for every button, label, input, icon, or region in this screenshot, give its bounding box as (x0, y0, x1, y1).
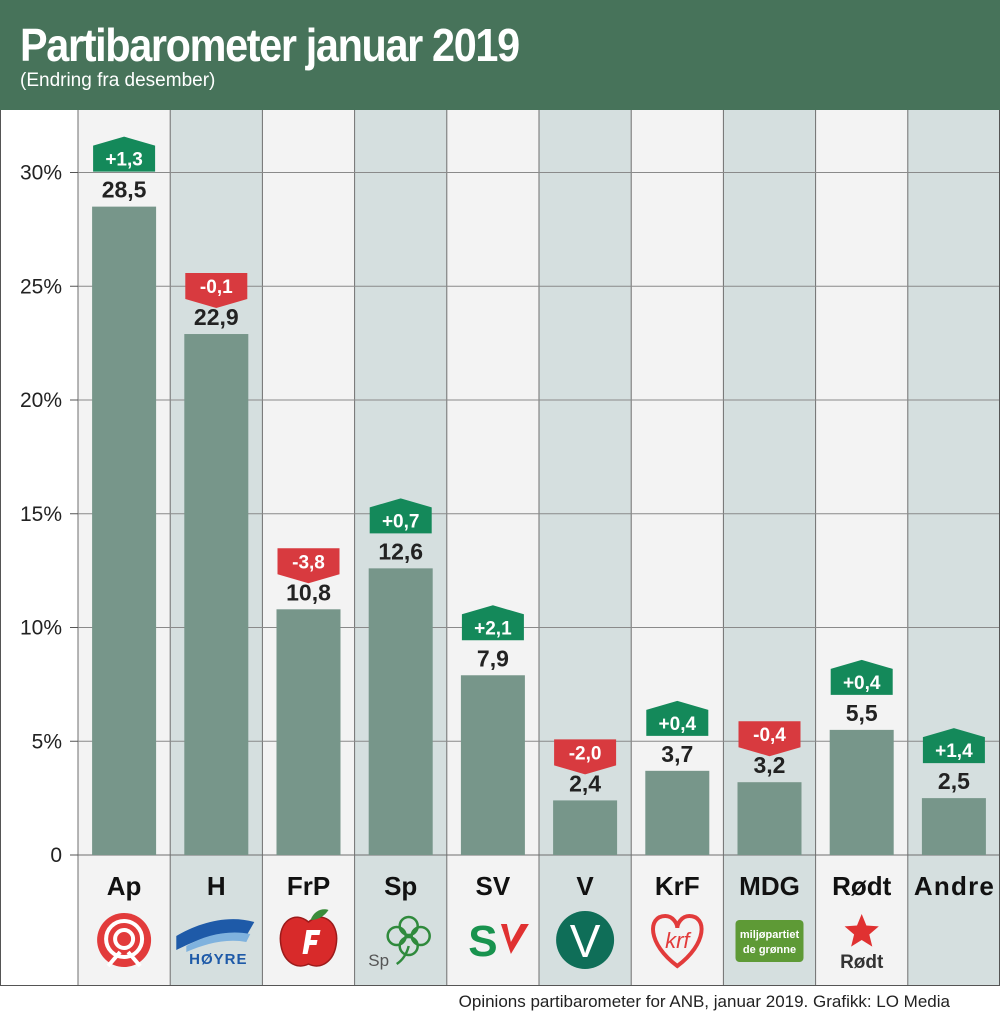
change-badge-Rødt (830, 659, 893, 695)
mdg-logo: miljøpartiet de grønne (735, 920, 804, 962)
value-label-Rødt: 5,5 (846, 700, 878, 726)
value-label-Sp: 12,6 (378, 538, 423, 564)
bars (92, 206, 986, 855)
change-label-Andre: +1,4 (935, 741, 973, 762)
category-label-V: V (576, 871, 594, 901)
y-tick-label: 10% (20, 617, 62, 640)
category-label-Andre: Andre (914, 871, 994, 901)
hoyre-logo-text: HØYRE (189, 951, 247, 968)
change-badge-FrP (277, 548, 340, 584)
bar-Ap (92, 206, 157, 855)
category-label-MDG: MDG (739, 871, 800, 901)
category-label-KrF: KrF (655, 871, 700, 901)
change-label-Ap: +1,3 (105, 150, 143, 171)
bar-MDG (737, 782, 802, 855)
bar-H (184, 334, 249, 855)
value-label-FrP: 10,8 (286, 579, 331, 605)
page-title: Partibarometer januar 2019 (20, 19, 520, 71)
change-badge-V (554, 739, 617, 775)
krf-heart-logo: krf (651, 913, 704, 969)
bar-KrF (645, 770, 710, 855)
change-label-KrF: +0,4 (659, 714, 697, 735)
change-badge-KrF (646, 700, 709, 736)
frp-apple-logo (279, 909, 338, 967)
change-label-MDG: -0,4 (753, 725, 786, 746)
y-tick-label: 0 (50, 844, 62, 867)
category-label-H: H (207, 871, 226, 901)
bar-Sp (368, 568, 433, 855)
change-badge-Ap (93, 136, 156, 172)
value-labels: 28,5 22,9 10,8 12,6 7,9 2,4 3,7 3,2 5,5 2,5 (102, 177, 970, 797)
change-label-Sp: +0,7 (382, 511, 420, 532)
change-label-SV: +2,1 (474, 618, 512, 639)
venstre-logo-text: V (570, 915, 601, 967)
bar-FrP (276, 609, 341, 855)
change-label-FrP: -3,8 (292, 552, 325, 573)
ap-rose-logo (97, 913, 152, 968)
value-label-Andre: 2,5 (938, 768, 970, 794)
sv-logo: S (468, 917, 529, 966)
header: Partibarometer januar 2019 (Endring fra … (0, 0, 1000, 110)
bar-Andre (921, 798, 986, 855)
value-label-V: 2,4 (569, 770, 601, 796)
sp-logo-text: Sp (368, 951, 389, 970)
bar-Rødt (829, 729, 894, 855)
change-label-V: -2,0 (569, 743, 602, 764)
krf-logo-text: krf (665, 928, 692, 953)
value-label-MDG: 3,2 (754, 752, 786, 778)
frame-bottom (0, 985, 1000, 986)
rodt-logo-text: Rødt (840, 952, 884, 973)
value-label-Ap: 28,5 (102, 177, 147, 203)
change-label-H: -0,1 (200, 277, 233, 298)
bar-SV (460, 675, 525, 855)
category-label-Rødt: Rødt (832, 871, 892, 901)
sv-logo-s: S (468, 917, 497, 966)
y-tick-label: 20% (20, 389, 62, 412)
hoyre-logo: HØYRE (176, 919, 255, 968)
mdg-logo-line2: de grønne (743, 944, 796, 956)
y-tick-label: 5% (32, 730, 62, 753)
category-labels: Ap H FrP Sp SV V KrF MDG Rødt Andre (107, 871, 994, 901)
category-label-Ap: Ap (107, 871, 142, 901)
page-subtitle: (Endring fra desember) (20, 70, 216, 91)
bar-chart: 0 5% 10% 15% 20% 25% 30% 28,5 22,9 10,8 12,6 7,9 2,… (0, 110, 1000, 986)
y-axis-area (0, 110, 78, 986)
rodt-star-logo: Rødt (840, 914, 884, 973)
y-tick-label: 25% (20, 275, 62, 298)
value-label-H: 22,9 (194, 304, 239, 330)
source-credit: Opinions partibarometer for ANB, januar … (458, 992, 950, 1011)
change-badges: +1,3 -0,1 -3,8 +0,7 +2,1 -2,0 +0,4 -0,4 +0,4 +1,4 (93, 136, 985, 775)
change-badge-MDG (738, 721, 801, 757)
change-badge-H (185, 273, 248, 309)
venstre-logo: V (556, 911, 615, 969)
change-label-Rødt: +0,4 (843, 673, 881, 694)
y-tick-label: 30% (20, 162, 62, 185)
category-label-SV: SV (476, 871, 511, 901)
change-badge-SV (461, 605, 524, 641)
category-label-Sp: Sp (384, 871, 417, 901)
frame-left (0, 110, 1, 986)
mdg-logo-line1: miljøpartiet (740, 929, 800, 941)
bar-V (553, 800, 618, 855)
category-label-FrP: FrP (287, 871, 330, 901)
value-label-SV: 7,9 (477, 645, 509, 671)
y-axis-ticks: 0 5% 10% 15% 20% 25% 30% (20, 162, 78, 867)
y-tick-label: 15% (20, 503, 62, 526)
change-badge-Sp (369, 498, 432, 534)
change-badge-Andre (922, 728, 985, 764)
value-label-KrF: 3,7 (661, 741, 693, 767)
sp-clover-logo: Sp (368, 915, 431, 970)
